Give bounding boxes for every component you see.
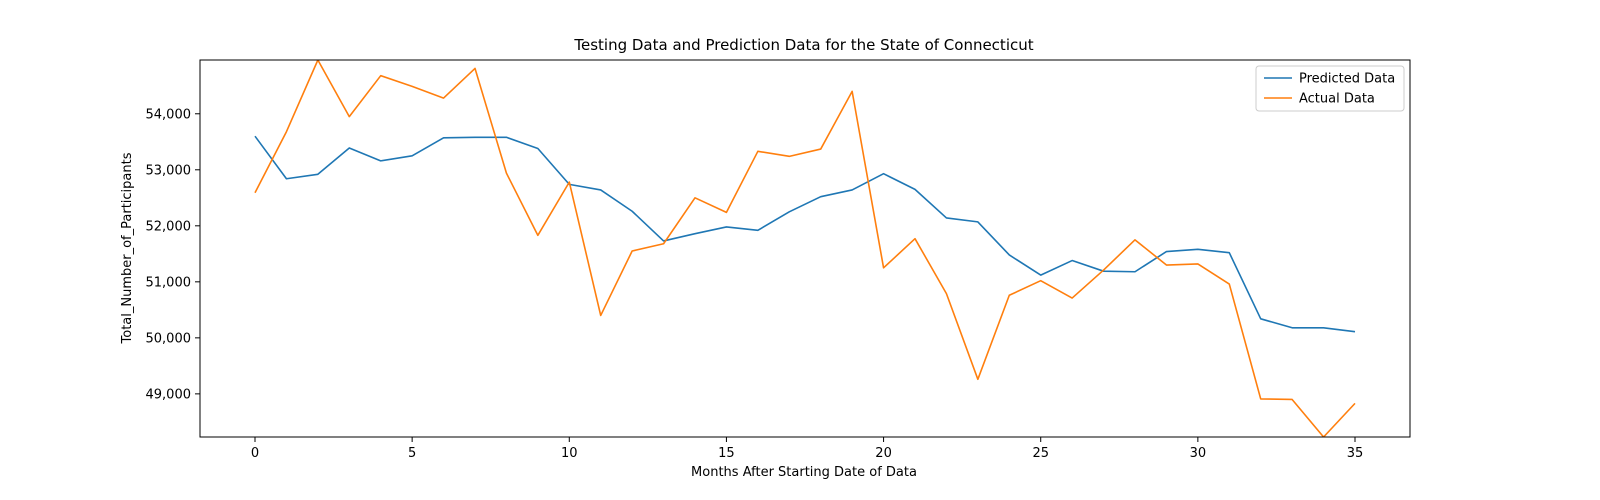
legend-label: Actual Data xyxy=(1299,92,1375,107)
x-tick-label: 10 xyxy=(561,446,578,461)
series-line-predicted-data xyxy=(254,135,1356,333)
chart-title: Testing Data and Prediction Data for the… xyxy=(573,36,1033,54)
x-axis-ticks: 0 5 10 15 20 25 30 35 xyxy=(251,437,1363,461)
y-tick-label: 49,000 xyxy=(146,387,192,402)
y-tick-label: 54,000 xyxy=(146,107,192,122)
x-tick-label: 25 xyxy=(1032,446,1049,461)
x-tick-label: 35 xyxy=(1347,446,1364,461)
y-tick-label: 50,000 xyxy=(146,331,192,346)
x-tick-label: 20 xyxy=(875,446,892,461)
legend-box xyxy=(1255,65,1405,112)
y-tick-label: 52,000 xyxy=(146,219,192,234)
plot-area-frame xyxy=(199,59,1411,438)
y-tick-label: 53,000 xyxy=(146,163,192,178)
x-tick-label: 15 xyxy=(718,446,735,461)
x-tick-label: 5 xyxy=(408,446,416,461)
x-axis-label: Months After Starting Date of Data xyxy=(691,465,917,480)
x-tick-label: 0 xyxy=(251,446,259,461)
series-line-actual-data xyxy=(254,60,1356,437)
legend-label: Predicted Data xyxy=(1299,72,1395,87)
y-tick-label: 51,000 xyxy=(146,275,192,290)
y-axis-label: Total_Number_of_Participants xyxy=(120,152,135,344)
y-axis-ticks: 49,000 50,000 51,000 52,000 53,000 54,000 xyxy=(146,107,200,402)
legend: Predicted Data Actual Data xyxy=(1255,65,1405,112)
x-tick-label: 30 xyxy=(1190,446,1207,461)
series-layer xyxy=(254,60,1356,437)
plot-area-background xyxy=(200,60,1410,437)
